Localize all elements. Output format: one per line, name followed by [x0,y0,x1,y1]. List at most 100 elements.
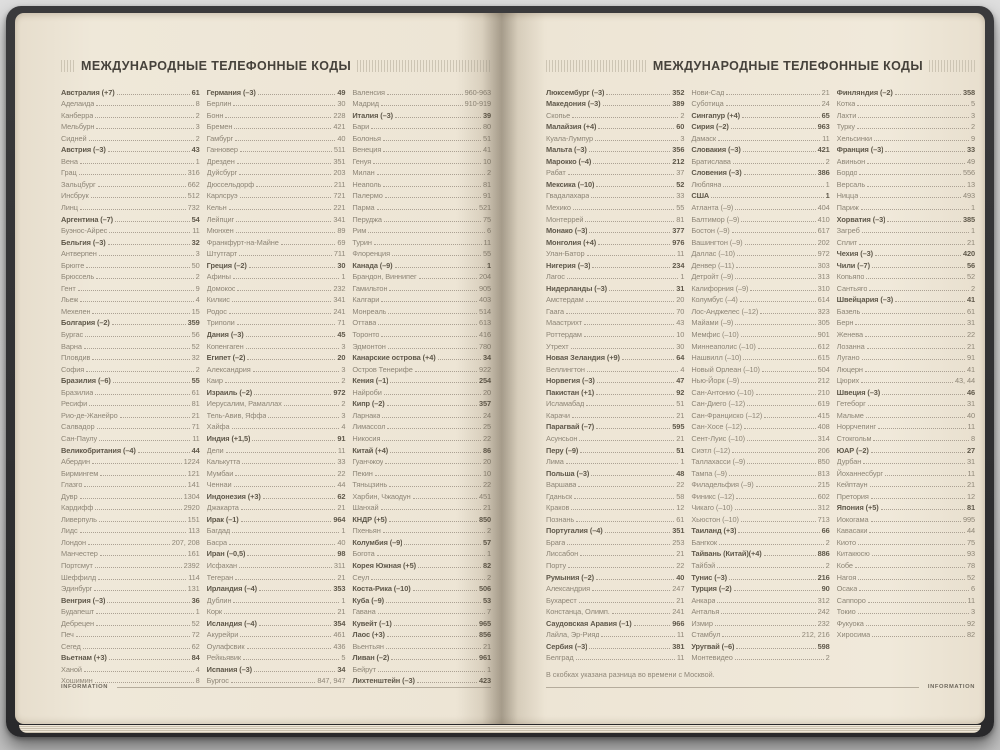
entry-code: 113 [188,526,200,536]
entry-name: Мальме [836,410,864,420]
dot-leader [95,509,182,511]
left-page-header: МЕЖДУНАРОДНЫЕ ТЕЛЕФОННЫЕ КОДЫ [61,59,491,73]
entry-name: Рабат [546,168,566,178]
entry-name: Лейпциг [206,214,235,224]
entry-code: 71 [337,318,346,328]
entry-name: Тяньцзинь [352,480,388,490]
entry-code: 976 [672,237,685,247]
entry-name: Шанхай [352,503,379,513]
dot-leader [855,324,965,326]
entry-code: 7 [487,607,492,617]
entry-name: Лаос (+3) [352,630,385,640]
entry-name: Мельбурн [61,122,95,132]
entry-name: Хорватия (–3) [836,214,886,224]
dot-leader [99,439,191,441]
entry-name: Таллахасси (–9) [691,457,746,467]
entry-name: Роттердам [546,330,582,340]
entry-name: Констанца, Олимп. [546,607,610,617]
dot-leader [96,105,194,107]
entry-code: 2 [970,122,975,132]
entry-code: 2 [680,110,685,120]
entry-code: 613 [478,318,492,328]
right-page: МЕЖДУНАРОДНЫЕ ТЕЛЕФОННЫЕ КОДЫ Люксембург… [500,13,985,724]
entry-name: Родос [206,306,227,316]
entry-code: 351 [672,526,685,536]
entry-code: 56 [966,260,975,270]
entry-name: Асунсьон [546,433,578,443]
code-row: Карлсруэ 721 [207,189,346,200]
entry-code: 11 [192,433,200,443]
code-row: Александрия 3 [207,362,346,374]
entry-name: Нью-Йорк (–9) [691,376,740,386]
entry-code: 3 [195,249,200,259]
entry-code: 221 [333,203,346,213]
entry-code: 60 [676,122,685,132]
dot-leader [882,393,965,395]
entry-code: 22 [482,480,492,490]
dot-leader [259,590,332,592]
code-row: Тегеран 21 [207,570,346,582]
code-row: Сан-Паулу 11 [61,431,200,443]
dot-leader [580,555,675,557]
entry-name: Сплит [836,237,858,247]
code-row: Домокос 232 [207,281,346,293]
dot-leader [247,555,336,557]
entry-code: 595 [672,422,685,432]
dot-leader [254,670,336,672]
entry-name: Линц [61,203,78,213]
code-row: Лайла, Эр-Рияд 11 [546,628,684,640]
code-row: Дуйсбург 203 [207,166,346,177]
code-row: Найроби 20 [352,385,491,397]
entry-name: Гавана [352,607,376,617]
dot-leader [383,151,481,153]
dot-leader [231,301,332,303]
entry-code: 22 [676,560,685,570]
dot-leader [880,509,965,511]
dot-leader [96,613,194,615]
entry-name: Исландия (–4) [206,618,257,628]
code-row: Ганновер 511 [207,143,346,154]
code-row: Венгрия (–3) 36 [61,593,200,605]
code-row: Турция (–2) 90 [691,582,829,593]
dot-leader [580,451,675,453]
dot-leader [384,197,481,199]
entry-name: Манчестер [61,549,98,559]
entry-name: ЮАР (–2) [836,445,869,455]
dot-leader [763,555,816,557]
entry-name: Флоренция [352,249,390,259]
dot-leader [235,232,336,234]
dot-leader [437,359,481,361]
code-row: Лидс 113 [61,524,200,536]
dot-leader [387,428,481,430]
dot-leader [383,185,481,187]
entry-code: 61 [676,514,685,524]
code-row: Улан-Батор 11 [546,247,684,258]
code-row: Румыния (–2) 40 [546,570,684,582]
entry-name: Лайла, Эр-Рияд [546,630,600,640]
dot-leader [858,578,965,580]
dot-leader [236,162,332,164]
dot-leader [96,428,190,430]
code-row: Сегед 62 [61,639,200,651]
entry-name: Лондон [61,537,86,547]
entry-code: 420 [962,249,975,259]
code-row: Мехико 55 [546,200,684,212]
dot-leader [382,439,481,441]
entry-name: Милан [352,168,375,178]
entry-name: Финляндия (–2) [836,87,893,97]
dot-leader [381,301,477,303]
code-row: Парагвай (–7) 595 [546,420,685,432]
code-row: Брюссель 2 [61,270,200,281]
dot-leader [714,624,816,626]
entry-code: 732 [187,203,200,213]
dot-leader [373,162,481,164]
entry-code: 31 [966,399,975,409]
dot-leader [242,463,336,465]
entry-code: 65 [821,110,830,120]
dot-leader [94,590,186,592]
entry-name: Сан-Паулу [61,433,98,443]
code-row: Новый Орлеан (–10) 504 [691,362,829,374]
dot-leader [863,463,965,465]
dot-leader [589,232,671,234]
entry-code: 1 [680,457,685,467]
